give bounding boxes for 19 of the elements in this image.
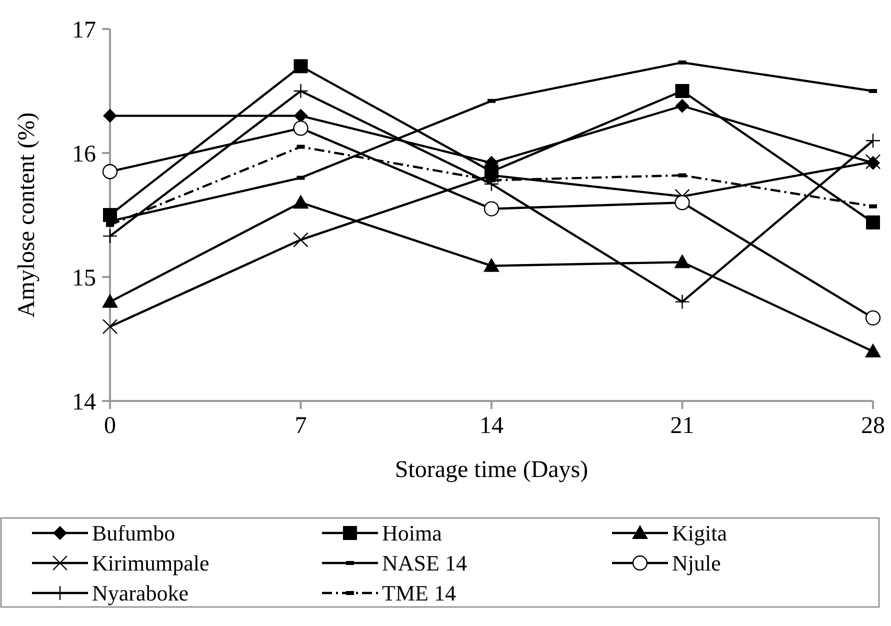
x-tick-label: 28 — [861, 413, 885, 439]
y-tick-label: 16 — [72, 141, 96, 168]
legend-label: TME 14 — [382, 580, 456, 606]
legend-label: Hoima — [382, 520, 442, 546]
legend-label: Bufumbo — [92, 520, 176, 546]
x-tick-label: 7 — [294, 413, 307, 439]
legend-label: NASE 14 — [382, 550, 467, 576]
x-axis-title: Storage time (Days) — [394, 457, 588, 483]
y-tick-label: 14 — [72, 389, 96, 416]
x-tick-label: 14 — [480, 413, 504, 439]
legend-label: Kirimumpale — [92, 550, 210, 576]
legend-label: Njule — [672, 550, 721, 576]
y-tick-label: 15 — [72, 265, 96, 292]
x-tick-label: 0 — [104, 413, 116, 439]
legend-label: Nyaraboke — [92, 580, 189, 606]
y-tick-label: 17 — [72, 17, 96, 44]
x-tick-label: 21 — [670, 413, 694, 439]
y-axis-title: Amylose content (%) — [14, 112, 40, 318]
legend-label: Kigita — [672, 520, 728, 546]
